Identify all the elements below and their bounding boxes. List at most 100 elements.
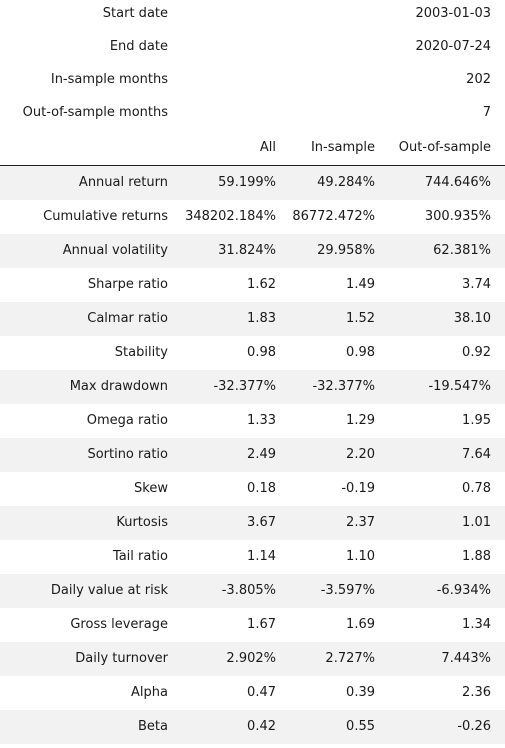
value-in-sample: 1.29 bbox=[346, 413, 375, 428]
meta-row-in-sample-months: In-sample months 202 bbox=[0, 66, 505, 99]
meta-value: 2020-07-24 bbox=[415, 39, 491, 54]
value-out-of-sample: 2.36 bbox=[462, 685, 491, 700]
metric-rows: Annual return 59.199% 49.284% 744.646% Cumul… bbox=[0, 166, 505, 744]
metric-label: Sharpe ratio bbox=[87, 277, 168, 292]
meta-value: 7 bbox=[482, 105, 491, 120]
value-in-sample: 0.39 bbox=[346, 685, 375, 700]
table-row: Sortino ratio 2.49 2.20 7.64 bbox=[0, 438, 505, 472]
column-header-row: All In-sample Out-of-sample bbox=[0, 131, 505, 166]
value-out-of-sample: 1.34 bbox=[462, 617, 491, 632]
metric-label: Daily turnover bbox=[75, 651, 168, 666]
value-all: 31.824% bbox=[218, 243, 276, 258]
value-in-sample: 2.37 bbox=[346, 515, 375, 530]
value-in-sample: -0.19 bbox=[341, 481, 375, 496]
value-all: 3.67 bbox=[247, 515, 276, 530]
value-all: -3.805% bbox=[221, 583, 276, 598]
table-row: Stability 0.98 0.98 0.92 bbox=[0, 336, 505, 370]
value-in-sample: 1.10 bbox=[346, 549, 375, 564]
value-in-sample: 86772.472% bbox=[292, 209, 375, 224]
metric-label: Annual volatility bbox=[62, 243, 168, 258]
meta-label: End date bbox=[109, 39, 168, 54]
value-all: 0.18 bbox=[247, 481, 276, 496]
value-in-sample: -3.597% bbox=[320, 583, 375, 598]
table-row: Cumulative returns 348202.184% 86772.472% 3… bbox=[0, 200, 505, 234]
table-row: Gross leverage 1.67 1.69 1.34 bbox=[0, 608, 505, 642]
meta-value: 2003-01-03 bbox=[415, 6, 491, 21]
table-row: Alpha 0.47 0.39 2.36 bbox=[0, 676, 505, 710]
value-in-sample: 0.55 bbox=[346, 719, 375, 734]
value-out-of-sample: 0.78 bbox=[462, 481, 491, 496]
table-row: Omega ratio 1.33 1.29 1.95 bbox=[0, 404, 505, 438]
value-all: 1.67 bbox=[247, 617, 276, 632]
table-row: Annual volatility 31.824% 29.958% 62.381% bbox=[0, 234, 505, 268]
value-out-of-sample: 0.92 bbox=[462, 345, 491, 360]
meta-row-start-date: Start date 2003-01-03 bbox=[0, 0, 505, 33]
table-row: Calmar ratio 1.83 1.52 38.10 bbox=[0, 302, 505, 336]
table-row: Beta 0.42 0.55 -0.26 bbox=[0, 710, 505, 744]
meta-row-end-date: End date 2020-07-24 bbox=[0, 33, 505, 66]
meta-label: Start date bbox=[102, 6, 168, 21]
value-all: 59.199% bbox=[218, 175, 276, 190]
value-out-of-sample: 744.646% bbox=[424, 175, 491, 190]
value-out-of-sample: 7.443% bbox=[441, 651, 491, 666]
value-in-sample: 1.49 bbox=[346, 277, 375, 292]
table-row: Tail ratio 1.14 1.10 1.88 bbox=[0, 540, 505, 574]
table-row: Sharpe ratio 1.62 1.49 3.74 bbox=[0, 268, 505, 302]
table-row: Kurtosis 3.67 2.37 1.01 bbox=[0, 506, 505, 540]
value-out-of-sample: 7.64 bbox=[462, 447, 491, 462]
meta-row-out-of-sample-months: Out-of-sample months 7 bbox=[0, 99, 505, 132]
value-out-of-sample: 1.95 bbox=[462, 413, 491, 428]
value-all: 0.42 bbox=[247, 719, 276, 734]
value-all: 1.33 bbox=[247, 413, 276, 428]
meta-value: 202 bbox=[466, 72, 491, 87]
metric-label: Alpha bbox=[131, 685, 168, 700]
value-in-sample: 1.52 bbox=[346, 311, 375, 326]
metric-label: Daily value at risk bbox=[50, 583, 168, 598]
table-row: Daily turnover 2.902% 2.727% 7.443% bbox=[0, 642, 505, 676]
value-out-of-sample: 62.381% bbox=[433, 243, 491, 258]
value-all: 2.902% bbox=[226, 651, 276, 666]
table-row: Daily value at risk -3.805% -3.597% -6.934% bbox=[0, 574, 505, 608]
metric-label: Annual return bbox=[78, 175, 168, 190]
table-row: Annual return 59.199% 49.284% 744.646% bbox=[0, 166, 505, 200]
value-all: 1.83 bbox=[247, 311, 276, 326]
value-out-of-sample: 300.935% bbox=[424, 209, 491, 224]
value-all: 0.47 bbox=[247, 685, 276, 700]
value-in-sample: 1.69 bbox=[346, 617, 375, 632]
metric-label: Skew bbox=[134, 481, 168, 496]
metric-label: Kurtosis bbox=[116, 515, 168, 530]
column-header-all: All bbox=[259, 140, 276, 155]
metric-label: Beta bbox=[138, 719, 168, 734]
value-out-of-sample: -0.26 bbox=[457, 719, 491, 734]
value-out-of-sample: -6.934% bbox=[436, 583, 491, 598]
value-out-of-sample: 1.88 bbox=[462, 549, 491, 564]
value-in-sample: 2.20 bbox=[346, 447, 375, 462]
value-out-of-sample: 38.10 bbox=[453, 311, 491, 326]
value-all: 1.62 bbox=[247, 277, 276, 292]
column-header-out-of-sample: Out-of-sample bbox=[398, 140, 491, 155]
value-out-of-sample: 1.01 bbox=[462, 515, 491, 530]
value-all: 0.98 bbox=[247, 345, 276, 360]
metric-label: Calmar ratio bbox=[87, 311, 168, 326]
metric-label: Gross leverage bbox=[70, 617, 168, 632]
table-row: Max drawdown -32.377% -32.377% -19.547% bbox=[0, 370, 505, 404]
value-in-sample: -32.377% bbox=[312, 379, 375, 394]
value-in-sample: 2.727% bbox=[325, 651, 375, 666]
value-in-sample: 49.284% bbox=[317, 175, 375, 190]
value-in-sample: 29.958% bbox=[317, 243, 375, 258]
meta-label: Out-of-sample months bbox=[22, 105, 168, 120]
value-all: 2.49 bbox=[247, 447, 276, 462]
meta-label: In-sample months bbox=[50, 72, 168, 87]
metric-label: Omega ratio bbox=[86, 413, 168, 428]
metric-label: Max drawdown bbox=[69, 379, 168, 394]
value-in-sample: 0.98 bbox=[346, 345, 375, 360]
period-summary: Start date 2003-01-03 End date 2020-07-2… bbox=[0, 0, 505, 131]
metric-label: Tail ratio bbox=[112, 549, 168, 564]
table-row: Skew 0.18 -0.19 0.78 bbox=[0, 472, 505, 506]
metric-label: Sortino ratio bbox=[87, 447, 168, 462]
column-header-in-sample: In-sample bbox=[310, 140, 375, 155]
metric-label: Cumulative returns bbox=[43, 209, 168, 224]
value-all: 348202.184% bbox=[185, 209, 276, 224]
value-out-of-sample: 3.74 bbox=[462, 277, 491, 292]
